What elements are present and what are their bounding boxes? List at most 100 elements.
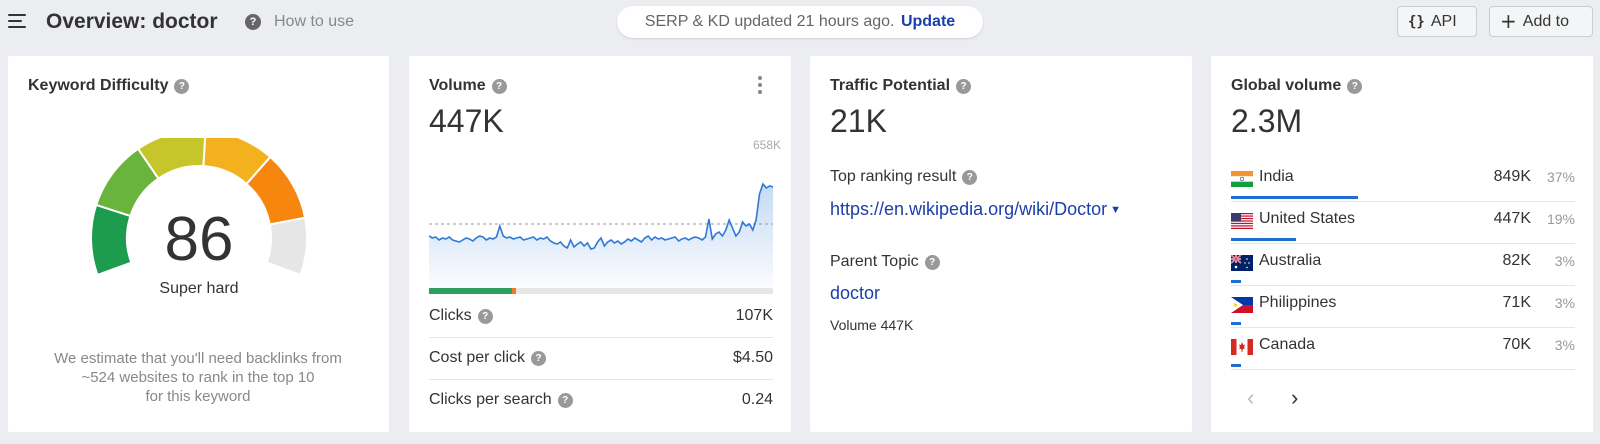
country-row-united-states[interactable]: United States 447K 19% <box>1231 202 1575 244</box>
difficulty-gauge <box>90 138 308 277</box>
help-icon[interactable]: ? <box>1347 79 1363 94</box>
traffic-potential-value: 21K <box>830 103 887 139</box>
previous-page-arrow-icon[interactable]: ‹ <box>1247 385 1255 410</box>
traffic-potential-title: Traffic Potential? <box>830 77 972 95</box>
country-share-bar <box>1231 364 1241 367</box>
country-share-bar <box>1231 280 1241 283</box>
keyword-difficulty-title-text: Keyword Difficulty <box>28 77 169 94</box>
help-icon[interactable]: ? <box>174 79 190 94</box>
global-volume-value: 2.3M <box>1231 103 1303 139</box>
country-percent: 3% <box>1554 295 1575 311</box>
help-icon[interactable]: ? <box>245 14 261 30</box>
volume-title-text: Volume <box>429 77 486 94</box>
country-row-india[interactable]: India 849K 37% <box>1231 160 1575 202</box>
australia-flag-icon <box>1231 255 1253 271</box>
help-icon[interactable]: ? <box>491 79 507 94</box>
stat-value: $4.50 <box>732 349 773 366</box>
country-percent: 3% <box>1554 337 1575 353</box>
top-ranking-url-text: https://en.wikipedia.org/wiki/Doctor <box>830 199 1108 219</box>
next-page-arrow-icon[interactable]: › <box>1291 385 1299 410</box>
keyword-difficulty-title: Keyword Difficulty? <box>28 77 190 95</box>
stat-label: Clicks per search? <box>429 391 573 409</box>
help-icon[interactable]: ? <box>962 170 978 185</box>
stat-value: 107K <box>735 307 773 324</box>
help-icon[interactable]: ? <box>924 255 940 270</box>
serp-status-text: SERP & KD updated 21 hours ago. <box>644 13 895 30</box>
difficulty-label: Super hard <box>159 280 239 297</box>
us-flag-icon <box>1231 213 1253 229</box>
stat-value: 0.24 <box>741 391 773 408</box>
country-share-bar <box>1231 196 1358 199</box>
volume-trend-chart[interactable] <box>429 164 773 288</box>
country-row-australia[interactable]: Australia 82K 3% <box>1231 244 1575 286</box>
country-share-bar <box>1231 238 1296 241</box>
volume-card: Volume? 447K 658K Clicks? 107K Cost per … <box>409 56 791 432</box>
page-title: Overview: doctor <box>46 10 218 33</box>
stat-label-text: Clicks <box>429 307 472 324</box>
country-percent: 19% <box>1546 211 1575 227</box>
stat-label-text: Clicks per search <box>429 391 552 408</box>
add-to-button-label: Add to <box>1522 13 1570 30</box>
clicks-per-search-row: Clicks per search? 0.24 <box>429 380 773 422</box>
help-icon[interactable]: ? <box>531 351 547 366</box>
country-volume: 849K <box>1493 168 1531 185</box>
stat-label-text: Cost per click <box>429 349 526 366</box>
country-percent: 37% <box>1546 169 1575 185</box>
add-to-button[interactable]: + Add to <box>1489 6 1593 37</box>
volume-trend-line <box>429 182 773 250</box>
clicks-bar-fill <box>429 288 512 294</box>
country-name: United States <box>1259 210 1356 227</box>
difficulty-score: 86 <box>164 205 234 274</box>
help-icon[interactable]: ? <box>557 393 573 408</box>
country-name: Australia <box>1259 252 1322 269</box>
more-options-icon[interactable] <box>757 76 763 94</box>
top-bar: Overview: doctor ? How to use SERP & KD … <box>0 0 1600 45</box>
gauge-segment <box>136 138 207 180</box>
country-row-philippines[interactable]: Philippines 71K 3% <box>1231 286 1575 328</box>
country-percent: 3% <box>1554 253 1575 269</box>
country-name: Philippines <box>1259 294 1337 311</box>
philippines-flag-icon <box>1231 297 1253 313</box>
country-row-canada[interactable]: Canada 70K 3% <box>1231 328 1575 370</box>
top-ranking-label-text: Top ranking result <box>830 168 957 185</box>
global-volume-title: Global volume? <box>1231 77 1363 95</box>
stat-label: Cost per click? <box>429 349 547 367</box>
global-volume-title-text: Global volume <box>1231 77 1342 94</box>
clicks-row: Clicks? 107K <box>429 296 773 338</box>
help-icon[interactable]: ? <box>477 309 493 324</box>
chart-max-label: 658K <box>752 138 781 152</box>
plus-icon: + <box>1500 9 1517 33</box>
api-button[interactable]: {} API <box>1397 6 1477 37</box>
braces-icon: {} <box>1408 14 1425 30</box>
volume-area <box>429 184 773 288</box>
country-name: Canada <box>1259 336 1316 353</box>
stat-label: Clicks? <box>429 307 493 325</box>
volume-value: 447K <box>429 103 504 139</box>
how-to-use-link[interactable]: How to use <box>274 13 355 30</box>
gauge-remaining-segment <box>265 216 308 277</box>
hamburger-menu-icon[interactable] <box>8 14 28 30</box>
country-volume: 82K <box>1502 252 1531 269</box>
india-flag-icon <box>1231 171 1253 187</box>
caret-down-icon[interactable]: ▼ <box>1110 204 1122 216</box>
country-volume: 71K <box>1502 294 1531 311</box>
help-icon[interactable]: ? <box>956 79 972 94</box>
difficulty-note-line: for this keyword <box>145 388 251 405</box>
country-name: India <box>1259 168 1294 185</box>
difficulty-note-line: ~524 websites to rank in the top 10 <box>81 369 315 386</box>
canada-flag-icon <box>1231 339 1253 355</box>
difficulty-note-line: We estimate that you'll need backlinks f… <box>54 350 342 367</box>
clicks-share-bar <box>429 288 773 294</box>
parent-topic-link[interactable]: doctor <box>830 283 881 303</box>
parent-topic-label-text: Parent Topic <box>830 253 919 270</box>
country-volume: 70K <box>1502 336 1531 353</box>
keyword-difficulty-card: Keyword Difficulty? 86 Super hard We est… <box>8 56 389 432</box>
volume-title: Volume? <box>429 77 507 95</box>
update-link[interactable]: Update <box>900 13 956 30</box>
country-volume: 447K <box>1493 210 1531 227</box>
top-ranking-url-link[interactable]: https://en.wikipedia.org/wiki/Doctor ▼ <box>830 199 1121 220</box>
global-volume-card: Global volume? 2.3M India 849K 37% Unite… <box>1211 56 1593 432</box>
parent-topic-volume: Volume 447K <box>830 317 914 333</box>
api-button-label: API <box>1430 13 1457 30</box>
difficulty-note: We estimate that you'll need backlinks f… <box>38 349 358 406</box>
